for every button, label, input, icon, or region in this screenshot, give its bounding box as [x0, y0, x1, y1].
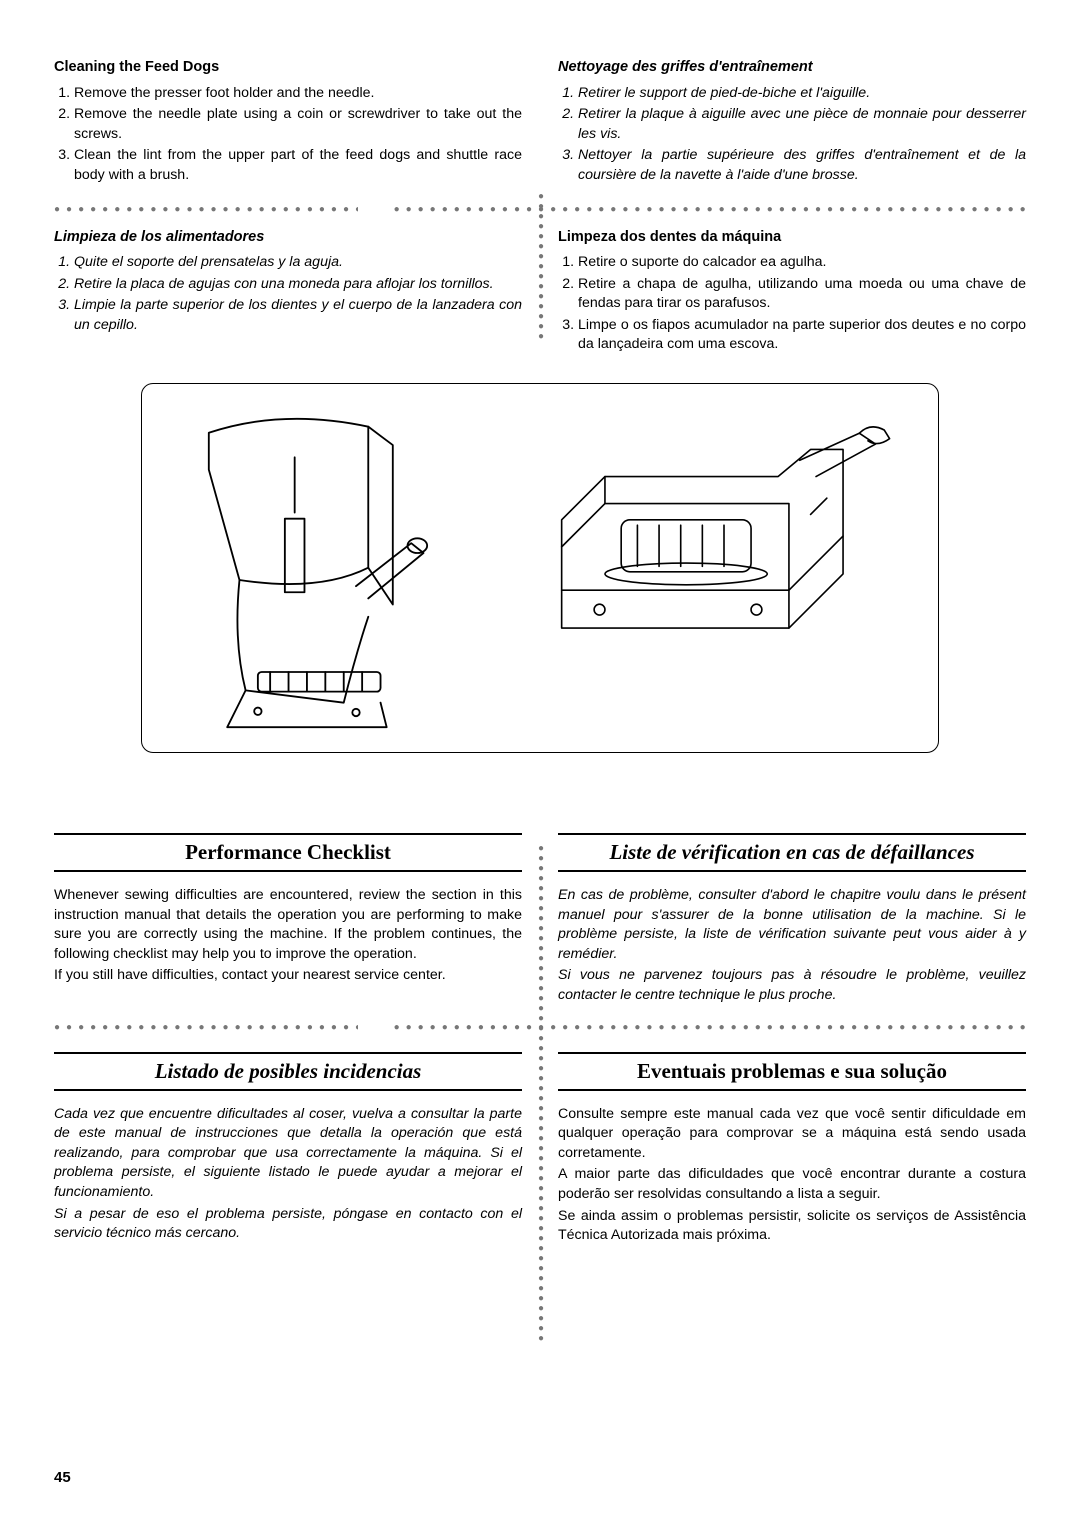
title-en: Performance Checklist — [54, 840, 522, 865]
illustration-left — [172, 396, 540, 739]
illustration-right — [540, 417, 908, 720]
list-es: Quite el soporte del prensatelas y la ag… — [54, 253, 522, 335]
para: En cas de problème, consulter d'abord le… — [558, 886, 1026, 964]
section-es: Limpieza de los alimentadores Quite el s… — [54, 228, 522, 358]
list-pt: Retire o suporte do calcador ea agulha. … — [558, 253, 1026, 355]
list-item: Nettoyer la partie supérieure des griffe… — [578, 146, 1026, 185]
para: Si a pesar de eso el problema persiste, … — [54, 1205, 522, 1244]
title-fr: Liste de vérification en cas de défailla… — [558, 840, 1026, 865]
title-es: Listado de posibles incidencias — [54, 1059, 522, 1084]
section-fr: Nettoyage des griffes d'entraînement Ret… — [558, 58, 1026, 188]
list-item: Quite el soporte del prensatelas y la ag… — [74, 253, 522, 273]
title-bar-en: Performance Checklist — [54, 833, 522, 872]
list-item: Limpie la parte superior de los dientes … — [74, 296, 522, 335]
block-pt: Eventuais problemas e sua solução Consul… — [558, 1052, 1026, 1248]
dots-right: ●●●●●●●●●●●●●●●●●●●●●●●●●●●●●●●●●●●●●●●●… — [394, 1022, 1026, 1034]
vertical-dots-bottom: ●●●●●●●●●●●●●●●●●●●●●●●●●●●●●●●●●●●●●●●●… — [538, 844, 542, 1344]
title-bar-es: Listado de posibles incidencias — [54, 1052, 522, 1091]
dots-left: ●●●●●●●●●●●●●●●●●●●●●●●●●●●●● — [54, 204, 358, 216]
list-item: Retire o suporte do calcador ea agulha. — [578, 253, 1026, 273]
vertical-dots-top: ●●●●●●●●●●●●●●● — [538, 192, 542, 342]
para: Whenever sewing difficulties are encount… — [54, 886, 522, 964]
list-item: Retirer la plaque à aiguille avec une pi… — [578, 105, 1026, 144]
list-item: Clean the lint from the upper part of th… — [74, 146, 522, 185]
title-pt: Eventuais problemas e sua solução — [558, 1059, 1026, 1084]
block-en: Performance Checklist Whenever sewing di… — [54, 833, 522, 1008]
dots-right: ●●●●●●●●●●●●●●●●●●●●●●●●●●●●●●●●●●●●●●●●… — [394, 204, 1026, 216]
heading-fr: Nettoyage des griffes d'entraînement — [558, 58, 1026, 78]
section-en: Cleaning the Feed Dogs Remove the presse… — [54, 58, 522, 188]
list-item: Limpe o os fiapos acumulador na parte su… — [578, 316, 1026, 355]
list-fr: Retirer le support de pied-de-biche et l… — [558, 84, 1026, 186]
heading-en: Cleaning the Feed Dogs — [54, 58, 522, 78]
section-pt: Limpeza dos dentes da máquina Retire o s… — [558, 228, 1026, 358]
top-sections-row1: Cleaning the Feed Dogs Remove the presse… — [54, 58, 1026, 188]
para: Cada vez que encuentre dificultades al c… — [54, 1105, 522, 1203]
heading-es: Limpieza de los alimentadores — [54, 228, 522, 248]
list-item: Remove the needle plate using a coin or … — [74, 105, 522, 144]
block-es: Listado de posibles incidencias Cada vez… — [54, 1052, 522, 1248]
block-fr: Liste de vérification en cas de défailla… — [558, 833, 1026, 1008]
para: A maior parte das dificuldades que você … — [558, 1165, 1026, 1204]
dots-left: ●●●●●●●●●●●●●●●●●●●●●●●●●●●●● — [54, 1022, 358, 1034]
title-bar-fr: Liste de vérification en cas de défailla… — [558, 833, 1026, 872]
list-item: Remove the presser foot holder and the n… — [74, 84, 522, 104]
illustration-panel — [141, 383, 939, 753]
list-item: Retirer le support de pied-de-biche et l… — [578, 84, 1026, 104]
para: Consulte sempre este manual cada vez que… — [558, 1105, 1026, 1164]
list-item: Retire a chapa de agulha, utilizando uma… — [578, 275, 1026, 314]
para: If you still have difficulties, contact … — [54, 966, 522, 986]
para: Si vous ne parvenez toujours pas à résou… — [558, 966, 1026, 1005]
heading-pt: Limpeza dos dentes da máquina — [558, 228, 1026, 248]
para: Se ainda assim o problemas persistir, so… — [558, 1207, 1026, 1246]
page-number: 45 — [54, 1469, 71, 1486]
list-en: Remove the presser foot holder and the n… — [54, 84, 522, 186]
list-item: Retire la placa de agujas con una moneda… — [74, 275, 522, 295]
title-bar-pt: Eventuais problemas e sua solução — [558, 1052, 1026, 1091]
